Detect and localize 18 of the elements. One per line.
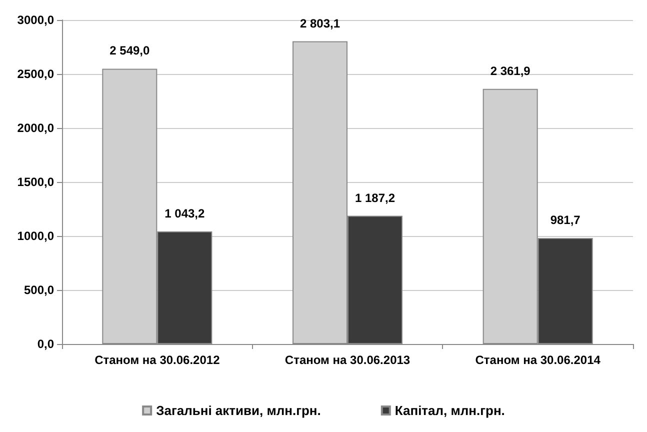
legend-label: Загальні активи, млн.грн. [156, 403, 321, 418]
data-label: 1 043,2 [164, 206, 206, 220]
data-label: 981,7 [550, 212, 581, 227]
y-tick-label: 1000,0 [17, 229, 54, 243]
data-label: 2 549,0 [110, 44, 150, 58]
y-tick-label: 1500,0 [17, 175, 54, 189]
legend-label: Капітал, млн.грн. [394, 403, 505, 418]
y-tick-label: 3000,0 [17, 13, 54, 27]
y-tick-label: 500,0 [24, 283, 54, 297]
data-label: 1 187,2 [354, 190, 396, 205]
y-tick-label: 2000,0 [17, 121, 54, 135]
y-tick-label: 2500,0 [17, 67, 54, 81]
data-label: 2 803,1 [300, 16, 340, 30]
y-tick-label: 0,0 [37, 337, 54, 351]
x-tick-label: Станом на 30.06.2014 [475, 353, 601, 367]
data-label: 2 361,9 [490, 64, 531, 78]
x-tick-label: Станом на 30.06.2013 [284, 353, 410, 367]
x-tick-label: Станом на 30.06.2012 [94, 353, 220, 367]
